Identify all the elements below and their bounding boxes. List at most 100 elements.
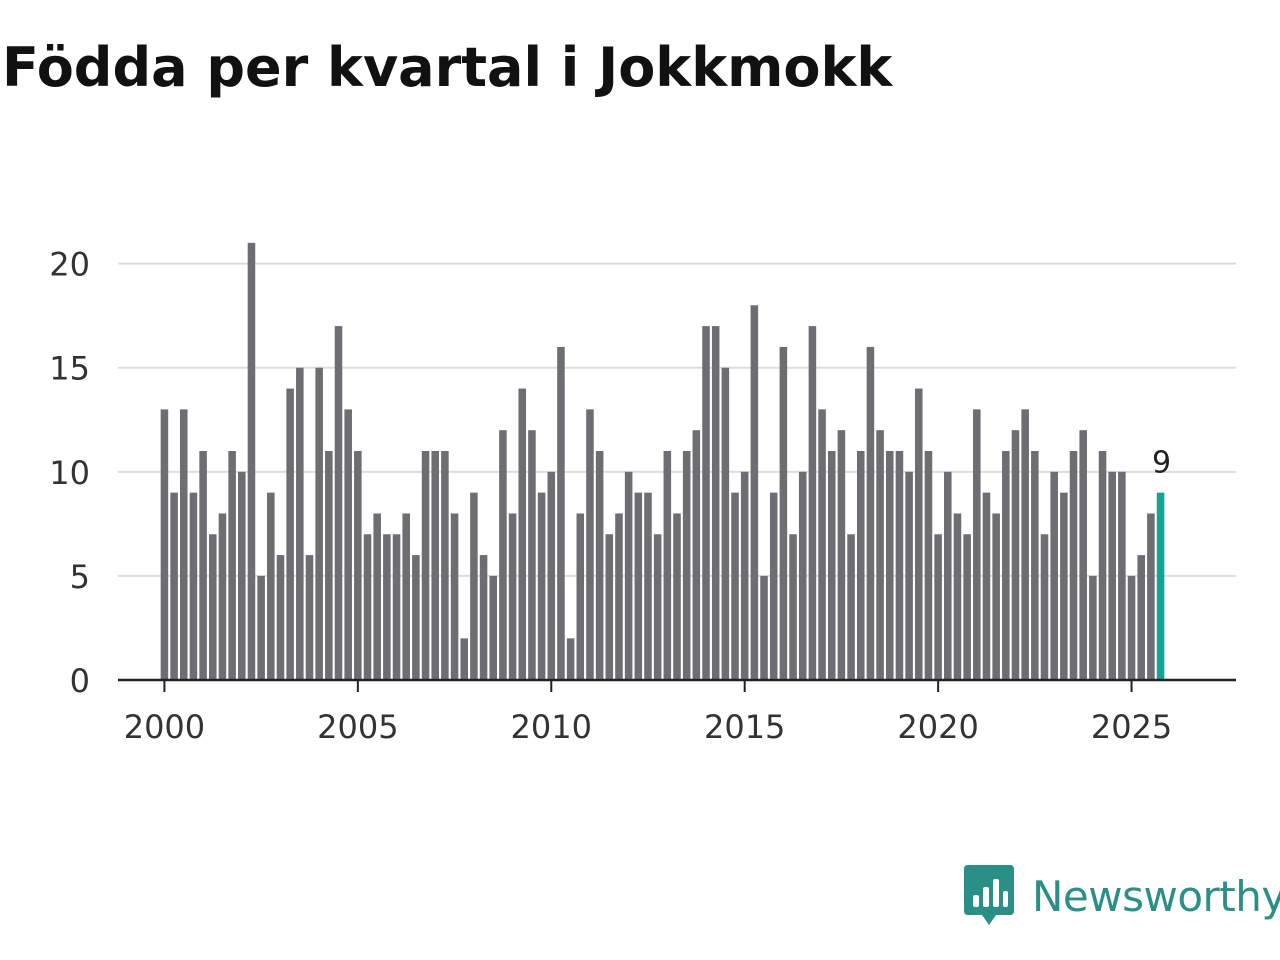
bar bbox=[431, 451, 439, 680]
y-tick-label: 20 bbox=[49, 246, 90, 284]
bar bbox=[992, 513, 1000, 680]
bar bbox=[905, 471, 913, 680]
bar bbox=[885, 451, 894, 680]
bar bbox=[624, 471, 633, 680]
bar bbox=[228, 451, 236, 680]
bar bbox=[441, 451, 449, 680]
bar bbox=[973, 409, 981, 680]
x-tick-label: 2025 bbox=[1091, 708, 1172, 746]
bar bbox=[1079, 430, 1087, 680]
bar bbox=[257, 575, 265, 680]
brand-name: Newsworthy bbox=[1032, 871, 1280, 921]
bar bbox=[247, 242, 256, 680]
x-tick-label: 2005 bbox=[317, 708, 398, 746]
bar bbox=[276, 555, 285, 680]
bar bbox=[267, 492, 275, 680]
bar bbox=[1108, 471, 1116, 680]
bar bbox=[286, 388, 294, 680]
bar bbox=[615, 513, 623, 680]
bar bbox=[450, 513, 459, 680]
bar bbox=[711, 326, 720, 680]
bar bbox=[760, 575, 768, 680]
y-tick-label: 5 bbox=[70, 558, 90, 596]
bar bbox=[238, 471, 246, 680]
bar bbox=[721, 367, 730, 680]
bar bbox=[1118, 471, 1126, 680]
bar bbox=[170, 492, 178, 680]
bar bbox=[1127, 575, 1136, 680]
x-tick-label: 2015 bbox=[704, 708, 785, 746]
bar bbox=[731, 492, 739, 680]
grid-lines bbox=[118, 262, 1236, 577]
bar bbox=[876, 430, 884, 680]
bar bbox=[537, 492, 546, 680]
bar bbox=[218, 513, 227, 680]
bar bbox=[856, 451, 865, 680]
bar bbox=[508, 513, 517, 680]
bar bbox=[982, 492, 991, 680]
bar bbox=[1021, 409, 1029, 680]
bar bbox=[605, 534, 614, 680]
chart-title: Födda per kvartal i Jokkmokk bbox=[2, 36, 893, 99]
bar bbox=[653, 534, 662, 680]
bar bbox=[566, 638, 575, 680]
y-tick-label: 0 bbox=[70, 662, 90, 700]
bar bbox=[402, 513, 410, 680]
bar bbox=[489, 575, 498, 680]
bar bbox=[528, 430, 536, 680]
bar bbox=[1031, 451, 1039, 680]
bar bbox=[915, 388, 923, 680]
bar bbox=[895, 451, 904, 680]
bar bbox=[354, 451, 362, 680]
bar bbox=[373, 513, 381, 680]
y-tick-label: 10 bbox=[49, 454, 90, 492]
bar bbox=[305, 555, 314, 680]
bar bbox=[518, 388, 527, 680]
bar bbox=[944, 471, 952, 680]
bar bbox=[837, 430, 846, 680]
bar bbox=[296, 367, 304, 680]
newsworthy-logo-icon bbox=[964, 865, 1014, 925]
bar bbox=[1147, 513, 1155, 680]
bar bbox=[412, 555, 420, 680]
bar bbox=[963, 534, 971, 680]
bar bbox=[789, 534, 797, 680]
bar bbox=[866, 346, 875, 680]
bar bbox=[740, 471, 749, 680]
bar bbox=[1069, 451, 1078, 680]
bar bbox=[1089, 575, 1097, 680]
bar bbox=[199, 451, 207, 680]
bar bbox=[547, 471, 556, 680]
bar bbox=[1040, 534, 1049, 680]
x-axis: 2000 2005 2010 2015 2020 2025 bbox=[118, 678, 1236, 746]
bar bbox=[663, 451, 672, 680]
bar bbox=[383, 534, 391, 680]
newsworthy-logo: Newsworthy bbox=[964, 864, 1280, 928]
bar bbox=[576, 513, 585, 680]
bar bbox=[1050, 471, 1058, 680]
bar bbox=[1098, 451, 1107, 680]
bar bbox=[750, 305, 759, 680]
bar bbox=[209, 534, 217, 680]
x-tick-label: 2010 bbox=[511, 708, 592, 746]
bar bbox=[160, 409, 169, 680]
x-tick-label: 2020 bbox=[897, 708, 978, 746]
bar bbox=[692, 430, 701, 680]
bar bbox=[334, 326, 343, 680]
bar bbox=[847, 534, 855, 680]
bar bbox=[586, 409, 594, 680]
bar bbox=[779, 346, 788, 680]
bar bbox=[1011, 430, 1020, 680]
bar bbox=[1060, 492, 1068, 680]
bar bbox=[934, 534, 942, 680]
bar bbox=[421, 451, 430, 680]
bar bbox=[769, 492, 778, 680]
bar bbox=[470, 492, 478, 680]
bar bbox=[392, 534, 401, 680]
bar bbox=[1002, 451, 1010, 680]
bar bbox=[460, 638, 469, 680]
bar bbox=[325, 451, 333, 680]
bar bbox=[479, 555, 488, 680]
bar bbox=[682, 451, 691, 680]
